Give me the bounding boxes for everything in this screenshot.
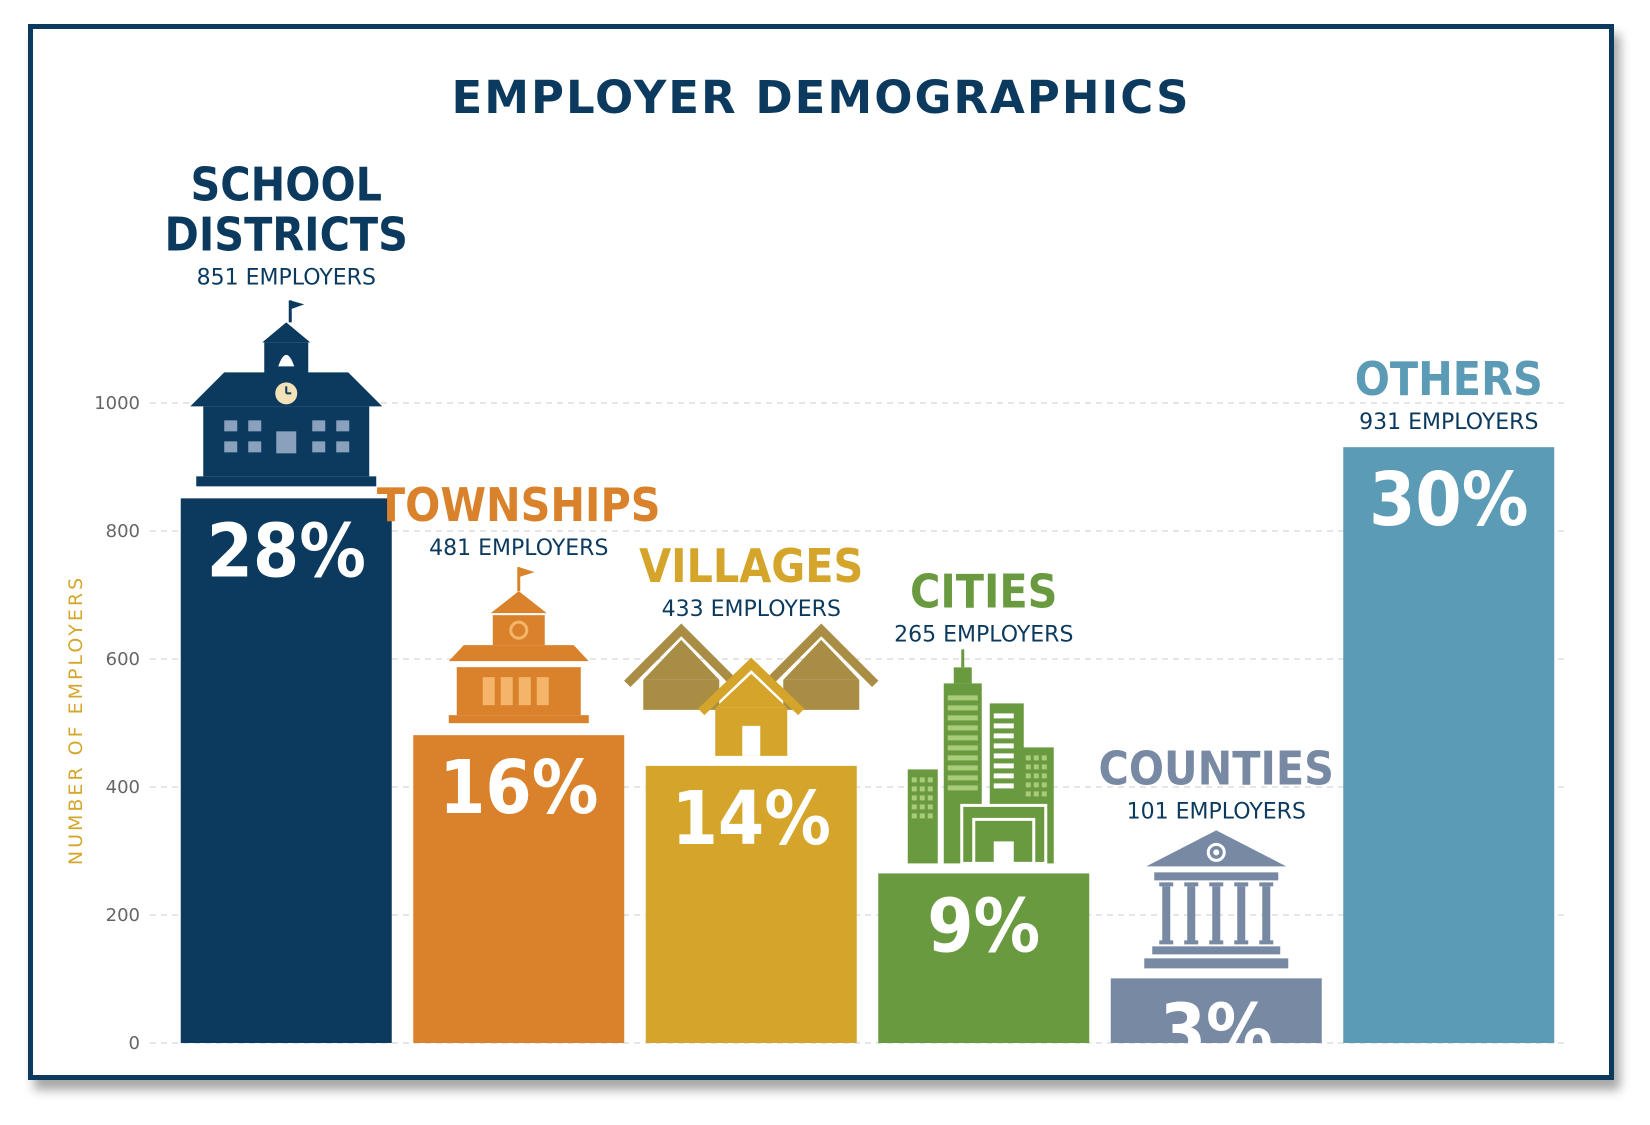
y-axis-label: NUMBER OF EMPLOYERS <box>65 575 87 865</box>
houses-icon <box>624 623 879 756</box>
y-tick-label: 0 <box>129 1033 140 1054</box>
employer-count-label: 931 EMPLOYERS <box>1359 410 1538 435</box>
bar-group: 9% 265 EMPLOYERS CITIES <box>878 564 1090 1043</box>
employer-count-label: 265 EMPLOYERS <box>894 622 1073 647</box>
category-name: CITIES <box>910 564 1057 618</box>
bar-group: 16% 481 EMPLOYERS TOWNSHIPS <box>377 478 661 1043</box>
bar <box>645 765 857 1043</box>
percent-label: 16% <box>439 745 598 831</box>
bar <box>1110 978 1322 1043</box>
bar <box>180 498 392 1043</box>
bar-group: 3% 101 EMPLOYERS COUNTIES <box>1099 741 1334 1074</box>
skyscrapers-icon <box>907 649 1054 865</box>
percent-label: 14% <box>672 776 831 862</box>
y-tick-label: 400 <box>106 777 140 798</box>
employer-count-label: 481 EMPLOYERS <box>429 536 608 561</box>
bar-group: 30% 931 EMPLOYERS OTHERS <box>1343 352 1555 1043</box>
town-hall-icon <box>448 567 589 724</box>
category-name: DISTRICTS <box>165 207 408 261</box>
percent-label: 3% <box>1160 988 1273 1074</box>
employer-count-label: 433 EMPLOYERS <box>662 597 841 622</box>
y-tick-label: 600 <box>106 649 140 670</box>
chart-title: EMPLOYER DEMOGRAPHICS <box>451 71 1191 124</box>
bar <box>413 735 625 1043</box>
employer-count-label: 101 EMPLOYERS <box>1127 799 1306 824</box>
y-tick-label: 200 <box>106 905 140 926</box>
percent-label: 9% <box>927 883 1040 969</box>
employer-count-label: 851 EMPLOYERS <box>197 265 376 290</box>
schoolhouse-icon <box>190 300 383 487</box>
bar <box>1343 447 1555 1043</box>
category-name: VILLAGES <box>639 539 863 593</box>
bar <box>878 873 1090 1043</box>
category-name: SCHOOL <box>190 157 382 211</box>
percent-label: 30% <box>1369 457 1528 543</box>
category-name: TOWNSHIPS <box>377 478 661 532</box>
percent-label: 28% <box>207 508 366 594</box>
y-axis-ticks: 0 200 400 600 800 1000 <box>94 393 140 1054</box>
category-name: COUNTIES <box>1099 741 1334 795</box>
y-tick-label: 800 <box>106 521 140 542</box>
category-name: OTHERS <box>1355 352 1543 406</box>
bar-group: 14% 433 EMPLOYERS VILLAGES <box>624 539 879 1043</box>
courthouse-icon <box>1144 830 1289 969</box>
y-tick-label: 1000 <box>94 393 140 414</box>
